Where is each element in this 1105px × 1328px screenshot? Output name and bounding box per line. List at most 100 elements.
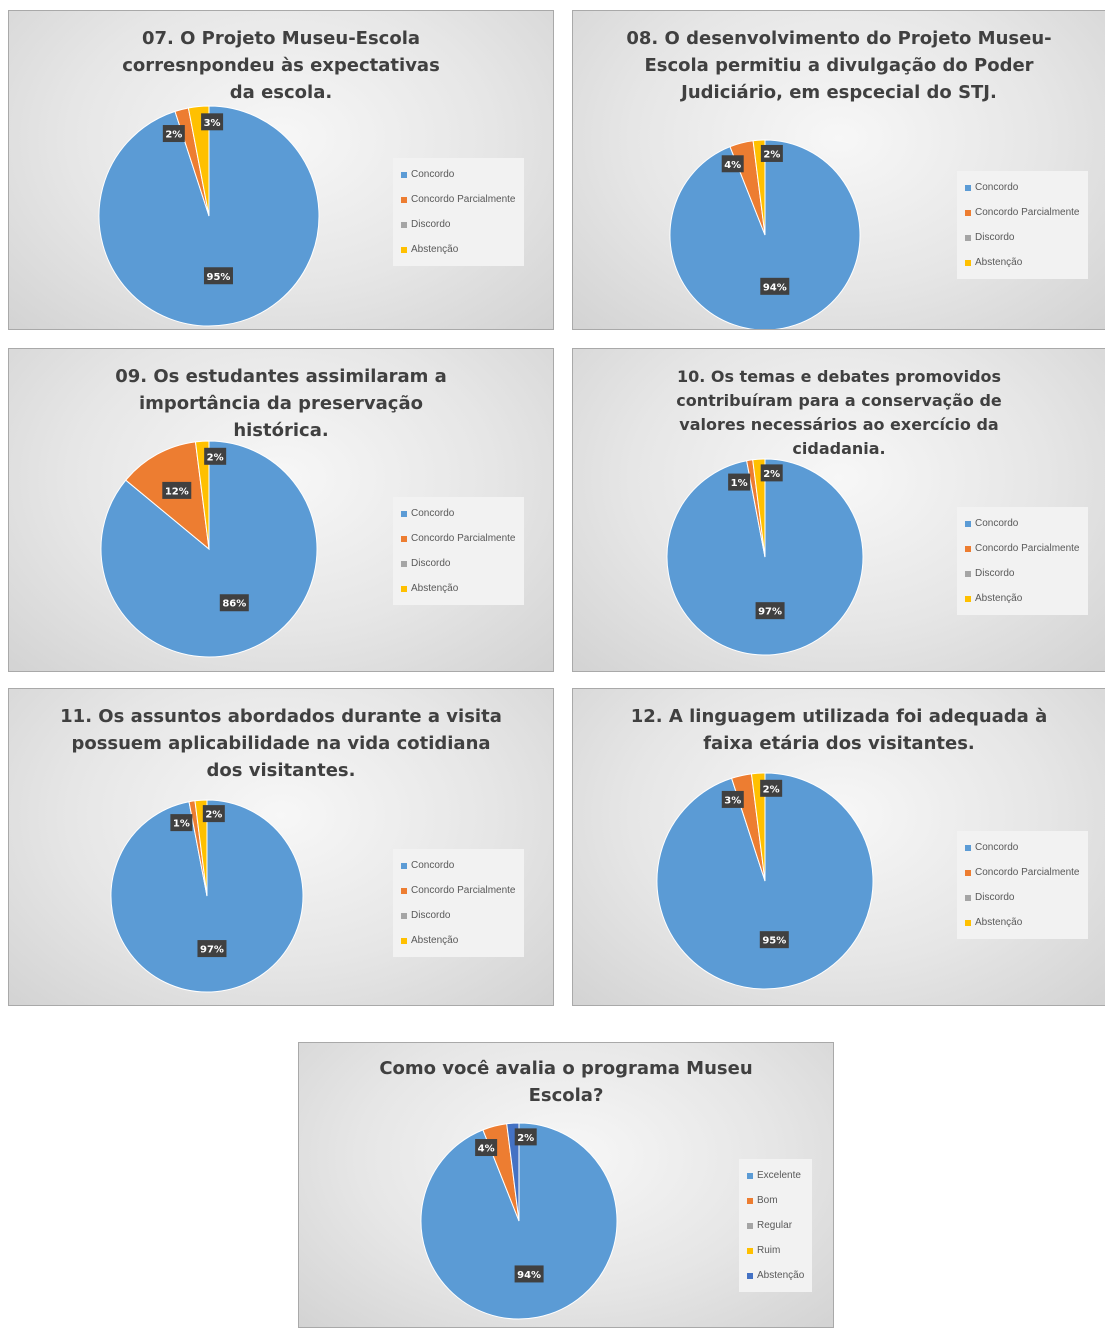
legend-item-concordo: Concordo bbox=[401, 501, 516, 526]
data-label-abstencao: 2% bbox=[760, 144, 783, 162]
legend-swatch bbox=[747, 1197, 753, 1204]
svg-text:97%: 97% bbox=[200, 945, 224, 956]
data-label-concordo: 97% bbox=[755, 602, 785, 620]
data-label-concordo: 86% bbox=[219, 594, 249, 612]
legend-item-concordo-parcialmente: Concordo Parcialmente bbox=[401, 526, 516, 551]
pie-slice-abstencao bbox=[752, 458, 766, 558]
legend-label: Discordo bbox=[411, 558, 451, 569]
legend-label: Concordo bbox=[975, 518, 1019, 529]
data-label-abstencao: 2% bbox=[514, 1128, 537, 1146]
legend-swatch bbox=[747, 1172, 753, 1179]
data-label-abstencao: 2% bbox=[204, 447, 227, 465]
legend-item-discordo: Discordo bbox=[965, 885, 1080, 910]
legend-item-discordo: Discordo bbox=[401, 903, 516, 928]
legend-swatch bbox=[401, 246, 407, 253]
legend-item-abstencao: Abstenção bbox=[401, 237, 516, 262]
data-label-abstencao: 2% bbox=[202, 805, 225, 823]
chart-panel-12: 12. A linguagem utilizada foi adequada à… bbox=[572, 688, 1105, 1006]
svg-text:2%: 2% bbox=[517, 1133, 534, 1144]
legend-label: Abstenção bbox=[411, 935, 459, 946]
legend-label: Concordo Parcialmente bbox=[975, 543, 1080, 554]
legend-swatch bbox=[401, 560, 407, 567]
legend-item-concordo: Concordo bbox=[965, 175, 1080, 200]
chart-panel-08: 08. O desenvolvimento do Projeto Museu-E… bbox=[572, 10, 1105, 330]
legend-item-bom: Bom bbox=[747, 1188, 804, 1213]
data-label-concordo-parcialmente: 2% bbox=[162, 125, 185, 143]
legend: Concordo Concordo Parcialmente Discordo Abs… bbox=[957, 831, 1088, 939]
legend-swatch bbox=[965, 570, 971, 577]
chart-panel-07: 07. O Projeto Museu-Escola corresnpondeu… bbox=[8, 10, 554, 330]
legend-swatch bbox=[401, 221, 407, 228]
legend-item-discordo: Discordo bbox=[965, 561, 1080, 586]
pie-svg: 94% 4% 2% bbox=[420, 1122, 618, 1320]
legend-swatch bbox=[401, 535, 407, 542]
legend-label: Abstenção bbox=[411, 583, 459, 594]
svg-text:4%: 4% bbox=[478, 1144, 495, 1155]
legend-swatch bbox=[747, 1222, 753, 1229]
legend-item-concordo: Concordo bbox=[965, 511, 1080, 536]
pie-svg: 95% 3% 2% bbox=[656, 772, 874, 990]
legend-swatch bbox=[965, 520, 971, 527]
legend-label: Concordo Parcialmente bbox=[411, 885, 516, 896]
legend-swatch bbox=[965, 894, 971, 901]
legend-label: Concordo Parcialmente bbox=[411, 533, 516, 544]
svg-text:2%: 2% bbox=[165, 130, 182, 141]
legend-swatch bbox=[401, 171, 407, 178]
legend-item-concordo: Concordo bbox=[401, 853, 516, 878]
data-label-concordo: 94% bbox=[760, 277, 790, 295]
legend-item-concordo-parcialmente: Concordo Parcialmente bbox=[965, 860, 1080, 885]
legend-swatch bbox=[401, 585, 407, 592]
legend-swatch bbox=[401, 862, 407, 869]
legend-label: Concordo Parcialmente bbox=[975, 207, 1080, 218]
data-label-concordo: 95% bbox=[203, 267, 233, 285]
chart-title: 11. Os assuntos abordados durante a visi… bbox=[60, 706, 502, 781]
data-label-concordo-parcialmente: 12% bbox=[162, 481, 192, 499]
legend: Concordo Concordo Parcialmente Discordo Abs… bbox=[393, 158, 524, 266]
legend-swatch bbox=[965, 209, 971, 216]
pie-slice-abstencao bbox=[187, 105, 210, 217]
legend: Concordo Concordo Parcialmente Discordo Abs… bbox=[393, 497, 524, 605]
legend-label: Excelente bbox=[757, 1170, 801, 1181]
legend-label: Concordo bbox=[411, 169, 455, 180]
legend-swatch bbox=[747, 1247, 753, 1254]
legend-item-abstencao: Abstenção bbox=[401, 576, 516, 601]
data-label-bom: 4% bbox=[475, 1139, 498, 1157]
chart-panel-avaliacao: Como você avalia o programa Museu Escola… bbox=[298, 1042, 834, 1328]
legend-label: Regular bbox=[757, 1220, 793, 1231]
chart-title: Como você avalia o programa Museu Escola… bbox=[379, 1058, 753, 1106]
legend-label: Discordo bbox=[975, 892, 1015, 903]
legend-swatch bbox=[965, 919, 971, 926]
legend-label: Discordo bbox=[975, 232, 1015, 243]
legend-item-abstencao: Abstenção bbox=[965, 910, 1080, 935]
data-label-excelente: 94% bbox=[514, 1265, 544, 1283]
legend-item-ruim: Ruim bbox=[747, 1238, 804, 1263]
pie-svg: 95% 2% 3% bbox=[98, 105, 320, 327]
legend-swatch bbox=[401, 887, 407, 894]
legend-label: Concordo bbox=[975, 842, 1019, 853]
chart-panel-11: 11. Os assuntos abordados durante a visi… bbox=[8, 688, 554, 1006]
legend-swatch bbox=[401, 196, 407, 203]
legend-label: Abstenção bbox=[975, 593, 1023, 604]
pie-slice-abstencao bbox=[506, 1122, 520, 1222]
legend-swatch bbox=[965, 545, 971, 552]
legend-label: Concordo bbox=[411, 860, 455, 871]
legend-label: Abstenção bbox=[975, 257, 1023, 268]
svg-text:95%: 95% bbox=[206, 272, 230, 283]
legend-label: Concordo bbox=[411, 508, 455, 519]
legend-item-concordo-parcialmente: Concordo Parcialmente bbox=[965, 536, 1080, 561]
legend-label: Concordo Parcialmente bbox=[975, 867, 1080, 878]
legend-item-discordo: Discordo bbox=[401, 551, 516, 576]
svg-text:94%: 94% bbox=[517, 1270, 541, 1281]
svg-text:12%: 12% bbox=[165, 486, 189, 497]
legend-item-abstencao: Abstenção bbox=[965, 586, 1080, 611]
svg-text:2%: 2% bbox=[763, 149, 780, 160]
legend-item-abstencao: Abstenção bbox=[747, 1263, 804, 1288]
legend-label: Concordo Parcialmente bbox=[411, 194, 516, 205]
legend-swatch bbox=[965, 844, 971, 851]
data-label-concordo-parcialmente: 4% bbox=[721, 155, 744, 173]
legend: Concordo Concordo Parcialmente Discordo Abs… bbox=[393, 849, 524, 957]
pie-svg: 97% 1% 2% bbox=[666, 458, 864, 656]
legend-swatch bbox=[401, 912, 407, 919]
pie-slice-abstencao bbox=[750, 772, 766, 882]
legend-swatch bbox=[965, 595, 971, 602]
